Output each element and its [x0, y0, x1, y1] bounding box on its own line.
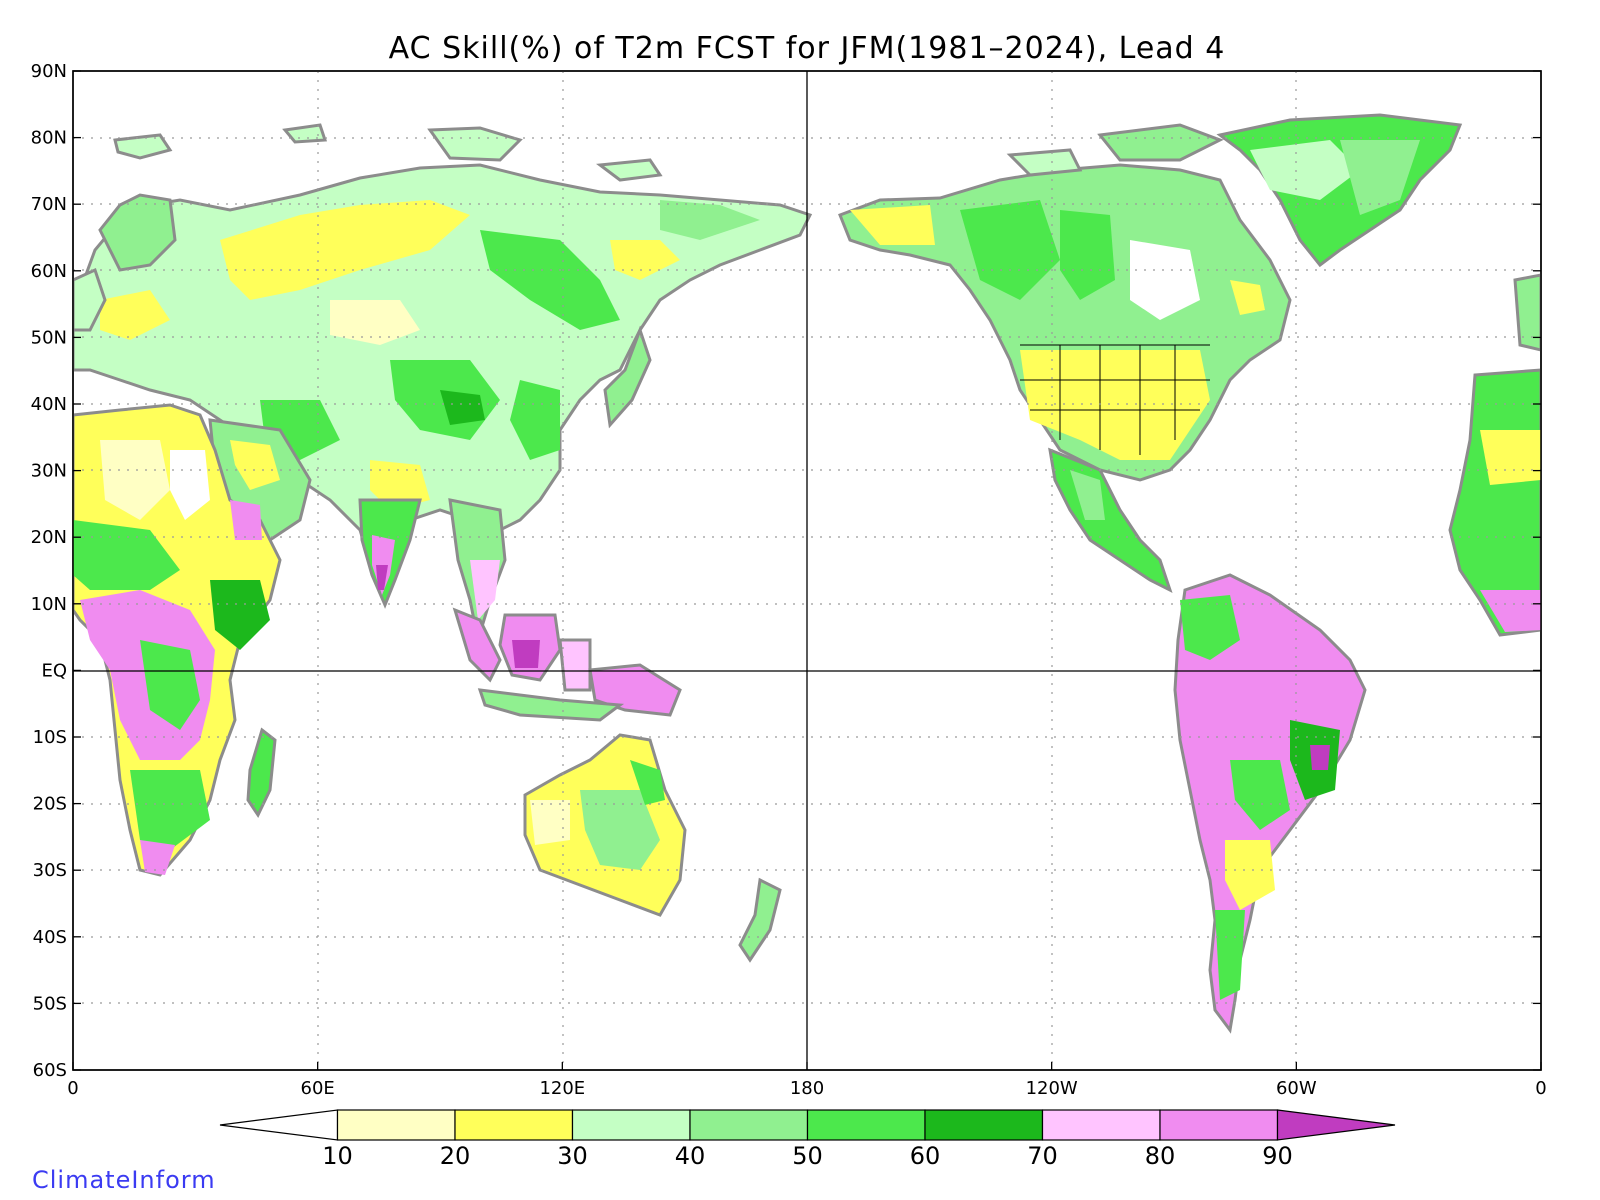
- colorbar-swatch: [454, 1109, 574, 1141]
- lon-tick-label: 180: [790, 1078, 824, 1099]
- colorbar-label: 60: [910, 1142, 941, 1170]
- lat-tick-label: EQ: [41, 660, 67, 681]
- lat-tick-label: 50S: [33, 993, 67, 1014]
- colorbar: 10 20 30 40 50 60 70 80 90: [219, 1109, 1396, 1170]
- lat-tick-label: 70N: [31, 194, 67, 215]
- colorbar-swatch: [1276, 1109, 1396, 1141]
- colorbar-label: 70: [1027, 1142, 1058, 1170]
- lat-tick-label: 30S: [33, 860, 67, 881]
- colorbar-label: 40: [675, 1142, 706, 1170]
- lon-tick-label: 120W: [1026, 1078, 1078, 1099]
- lat-tick-label: 80N: [31, 128, 67, 149]
- lat-tick-label: 60N: [31, 261, 67, 282]
- colorbar-swatch: [219, 1109, 339, 1141]
- lon-tick-label: 60W: [1276, 1078, 1317, 1099]
- lat-tick-label: 30N: [31, 461, 67, 482]
- us-state-borders: [1020, 344, 1210, 455]
- lon-tick-label: 120E: [539, 1078, 585, 1099]
- colorbar-swatch: [336, 1109, 456, 1141]
- lon-tick-label: 60E: [301, 1078, 335, 1099]
- land-americas: [838, 113, 1541, 1034]
- colorbar-label: 20: [440, 1142, 471, 1170]
- colorbar-label: 80: [1145, 1142, 1176, 1170]
- lat-axis: 90N 80N 70N 60N 50N 40N 30N 20N 10N EQ 10S 20S 30S 40…: [31, 61, 1541, 1081]
- credit-text: ClimateInform: [32, 1166, 216, 1194]
- lat-tick-label: 50N: [31, 327, 67, 348]
- colorbar-label: 90: [1262, 1142, 1293, 1170]
- lat-tick-label: 90N: [31, 61, 67, 82]
- colorbar-swatch: [1041, 1109, 1161, 1141]
- colorbar-label: 10: [322, 1142, 353, 1170]
- lat-tick-label: 60S: [33, 1060, 67, 1081]
- land-eurasia-africa: [73, 123, 813, 963]
- colorbar-label: 50: [792, 1142, 823, 1170]
- colorbar-swatch: [689, 1109, 809, 1141]
- lon-tick-label: 0: [1535, 1078, 1546, 1099]
- map-title: AC Skill(%) of T2m FCST for JFM(1981–202…: [389, 31, 1226, 66]
- colorbar-swatch: [1159, 1109, 1279, 1141]
- lon-tick-label: 0: [67, 1078, 78, 1099]
- colorbar-swatch: [571, 1109, 691, 1141]
- colorbar-swatch: [924, 1109, 1044, 1141]
- lat-tick-label: 40S: [33, 927, 67, 948]
- lon-axis: 0 60E 120E 180 120W 60W 0: [67, 1062, 1547, 1099]
- lat-tick-label: 40N: [31, 394, 67, 415]
- lat-tick-label: 10N: [31, 594, 67, 615]
- lat-tick-label: 10S: [33, 727, 67, 748]
- colorbar-swatch: [806, 1109, 926, 1141]
- colorbar-label: 30: [557, 1142, 588, 1170]
- lat-tick-label: 20S: [33, 794, 67, 815]
- lat-tick-label: 20N: [31, 527, 67, 548]
